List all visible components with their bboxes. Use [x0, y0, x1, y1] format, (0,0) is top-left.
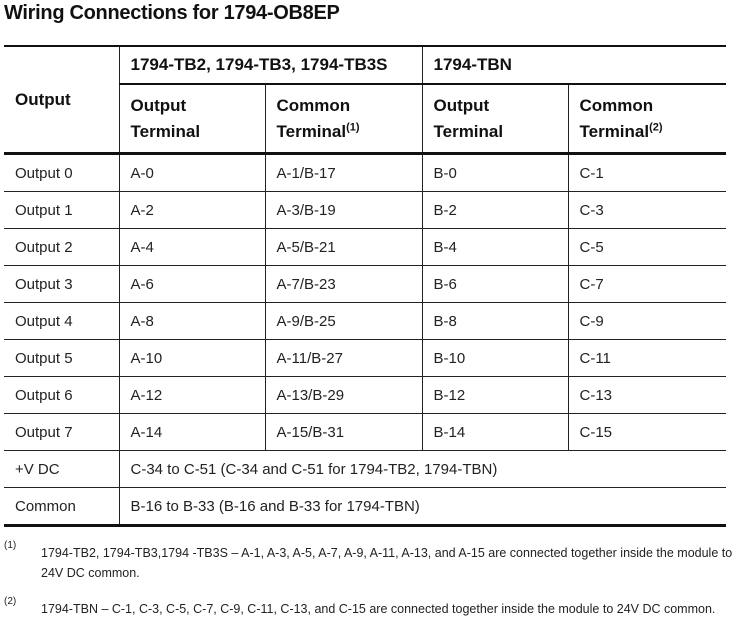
wiring-table: Output 1794-TB2, 1794-TB3, 1794-TB3S 179…	[4, 45, 727, 527]
cell: A-6	[119, 265, 266, 303]
cell: B-10	[422, 339, 569, 377]
cell: B-8	[422, 302, 569, 340]
cell: A-12	[119, 376, 266, 414]
cell: C-1	[568, 153, 727, 192]
cell: B-2	[422, 191, 569, 229]
cell: A-8	[119, 302, 266, 340]
span-cell: C-34 to C-51 (C-34 and C-51 for 1794-TB2…	[119, 450, 727, 488]
table-row: Output 5 A-10 A-11/B-27 B-10 C-11	[4, 339, 727, 377]
output-cell: Output 2	[4, 228, 120, 266]
output-cell: Output 5	[4, 339, 120, 377]
cell: C-11	[568, 339, 727, 377]
table-row: Output 2 A-4 A-5/B-21 B-4 C-5	[4, 228, 727, 266]
subheader-line1: Output	[433, 95, 490, 115]
footnote-1: (1) 1794-TB2, 1794-TB3,1794 -TB3S – A-1,…	[4, 540, 734, 583]
group-header-tb2-tb3: 1794-TB2, 1794-TB3, 1794-TB3S	[119, 45, 423, 85]
cell: A-5/B-21	[265, 228, 423, 266]
cell: A-0	[119, 153, 266, 192]
table-row: Output 4 A-8 A-9/B-25 B-8 C-9	[4, 302, 727, 340]
subheader-line2: Terminal	[433, 121, 504, 141]
output-cell: +V DC	[4, 450, 120, 488]
subheader-common-terminal: Common Terminal(1)	[265, 84, 423, 155]
cell: A-13/B-29	[265, 376, 423, 414]
group-header-tbn: 1794-TBN	[422, 45, 727, 85]
cell: A-15/B-31	[265, 413, 423, 451]
cell: C-13	[568, 376, 727, 414]
footnote-ref: (2)	[649, 120, 663, 133]
subheader-output-terminal: Output Terminal	[422, 84, 569, 155]
page-title: Wiring Connections for 1794-OB8EP	[4, 2, 340, 24]
output-cell: Output 1	[4, 191, 120, 229]
cell: A-3/B-19	[265, 191, 423, 229]
footnote-text: 1794-TB2, 1794-TB3,1794 -TB3S – A-1, A-3…	[41, 546, 733, 580]
subheader-line1: Common	[276, 95, 351, 115]
table-group-header-row: Output 1794-TB2, 1794-TB3, 1794-TB3S 179…	[4, 45, 727, 155]
table-row: Output 3 A-6 A-7/B-23 B-6 C-7	[4, 265, 727, 303]
cell: A-14	[119, 413, 266, 451]
cell: C-3	[568, 191, 727, 229]
subheader-line2: Terminal	[130, 121, 201, 141]
table-row: Output 7 A-14 A-15/B-31 B-14 C-15	[4, 413, 727, 451]
subheader-line2: Terminal	[276, 121, 347, 141]
subheader-output-terminal: Output Terminal	[119, 84, 266, 155]
output-cell: Output 6	[4, 376, 120, 414]
table-row-vdc: +V DC C-34 to C-51 (C-34 and C-51 for 17…	[4, 450, 727, 488]
table-row: Output 6 A-12 A-13/B-29 B-12 C-13	[4, 376, 727, 414]
cell: B-6	[422, 265, 569, 303]
output-cell: Output 3	[4, 265, 120, 303]
footnote-ref: (1)	[346, 120, 360, 133]
cell: A-4	[119, 228, 266, 266]
cell: B-4	[422, 228, 569, 266]
table-row: Output 1 A-2 A-3/B-19 B-2 C-3	[4, 191, 727, 229]
cell: B-14	[422, 413, 569, 451]
output-cell: Common	[4, 487, 120, 527]
cell: C-5	[568, 228, 727, 266]
subheader-line1: Common	[579, 95, 654, 115]
footnote-text: 1794-TBN – C-1, C-3, C-5, C-7, C-9, C-11…	[41, 602, 716, 616]
cell: A-7/B-23	[265, 265, 423, 303]
table-subheader-row: Output Terminal Common Terminal(1) Outpu…	[4, 84, 727, 155]
table-row-common: Common B-16 to B-33 (B-16 and B-33 for 1…	[4, 487, 727, 527]
cell: A-1/B-17	[265, 153, 423, 192]
cell: C-15	[568, 413, 727, 451]
subheader-line2: Terminal	[579, 121, 650, 141]
subheader-common-terminal: Common Terminal(2)	[568, 84, 727, 155]
cell: B-12	[422, 376, 569, 414]
output-cell: Output 0	[4, 153, 120, 192]
table-row: Output 0 A-0 A-1/B-17 B-0 C-1	[4, 153, 727, 192]
output-cell: Output 7	[4, 413, 120, 451]
cell: A-9/B-25	[265, 302, 423, 340]
cell: A-10	[119, 339, 266, 377]
footnote-mark: (1)	[4, 540, 17, 551]
cell: C-9	[568, 302, 727, 340]
footnote-mark: (2)	[4, 596, 17, 607]
output-cell: Output 4	[4, 302, 120, 340]
cell: B-0	[422, 153, 569, 192]
footnote-2: (2) 1794-TBN – C-1, C-3, C-5, C-7, C-9, …	[4, 596, 734, 619]
span-cell: B-16 to B-33 (B-16 and B-33 for 1794-TBN…	[119, 487, 727, 527]
output-column-header: Output	[4, 45, 120, 155]
cell: A-2	[119, 191, 266, 229]
cell: A-11/B-27	[265, 339, 423, 377]
cell: C-7	[568, 265, 727, 303]
subheader-line1: Output	[130, 95, 187, 115]
